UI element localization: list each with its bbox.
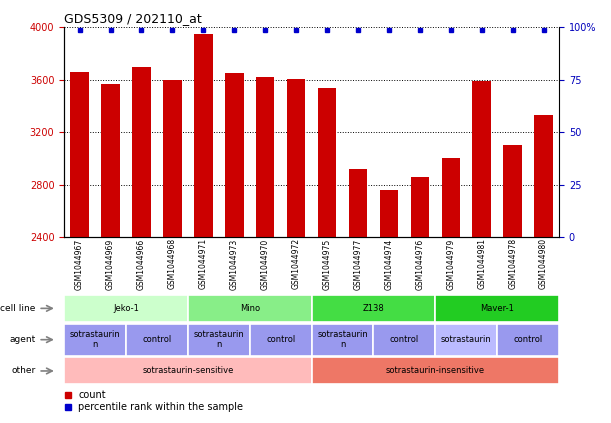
Text: control: control xyxy=(266,335,295,344)
FancyBboxPatch shape xyxy=(126,324,188,356)
Text: GDS5309 / 202110_at: GDS5309 / 202110_at xyxy=(64,12,202,25)
FancyBboxPatch shape xyxy=(436,324,497,356)
Bar xyxy=(349,169,367,237)
Text: sotrastaurin-sensitive: sotrastaurin-sensitive xyxy=(142,366,233,376)
FancyBboxPatch shape xyxy=(312,295,436,322)
Text: sotrastaurin
n: sotrastaurin n xyxy=(70,330,120,349)
FancyBboxPatch shape xyxy=(64,295,188,322)
Text: Maver-1: Maver-1 xyxy=(480,304,514,313)
Text: Mino: Mino xyxy=(240,304,260,313)
FancyBboxPatch shape xyxy=(497,324,559,356)
Text: control: control xyxy=(513,335,543,344)
FancyBboxPatch shape xyxy=(188,324,250,356)
Bar xyxy=(194,34,213,237)
FancyBboxPatch shape xyxy=(250,324,312,356)
Text: sotrastaurin-insensitive: sotrastaurin-insensitive xyxy=(386,366,485,376)
Bar xyxy=(472,81,491,237)
Text: sotrastaurin: sotrastaurin xyxy=(441,335,492,344)
Text: control: control xyxy=(390,335,419,344)
Bar xyxy=(163,80,181,237)
Bar xyxy=(256,77,274,237)
FancyBboxPatch shape xyxy=(436,295,559,322)
Bar xyxy=(287,79,306,237)
Text: count: count xyxy=(78,390,106,400)
Bar xyxy=(225,73,244,237)
FancyBboxPatch shape xyxy=(312,324,373,356)
FancyBboxPatch shape xyxy=(64,324,126,356)
Text: other: other xyxy=(12,366,36,376)
Text: percentile rank within the sample: percentile rank within the sample xyxy=(78,402,243,412)
Bar xyxy=(535,115,553,237)
Bar xyxy=(411,177,429,237)
Text: Z138: Z138 xyxy=(362,304,384,313)
Bar xyxy=(70,72,89,237)
Text: Jeko-1: Jeko-1 xyxy=(113,304,139,313)
FancyBboxPatch shape xyxy=(188,295,312,322)
Bar xyxy=(132,67,151,237)
Text: control: control xyxy=(142,335,172,344)
Text: sotrastaurin
n: sotrastaurin n xyxy=(317,330,368,349)
Bar xyxy=(318,88,336,237)
Bar xyxy=(101,84,120,237)
FancyBboxPatch shape xyxy=(312,357,559,385)
Bar xyxy=(442,158,460,237)
FancyBboxPatch shape xyxy=(64,357,312,385)
Bar xyxy=(503,145,522,237)
Text: sotrastaurin
n: sotrastaurin n xyxy=(194,330,244,349)
Text: agent: agent xyxy=(10,335,36,344)
Bar xyxy=(379,190,398,237)
Text: cell line: cell line xyxy=(1,304,36,313)
FancyBboxPatch shape xyxy=(373,324,436,356)
